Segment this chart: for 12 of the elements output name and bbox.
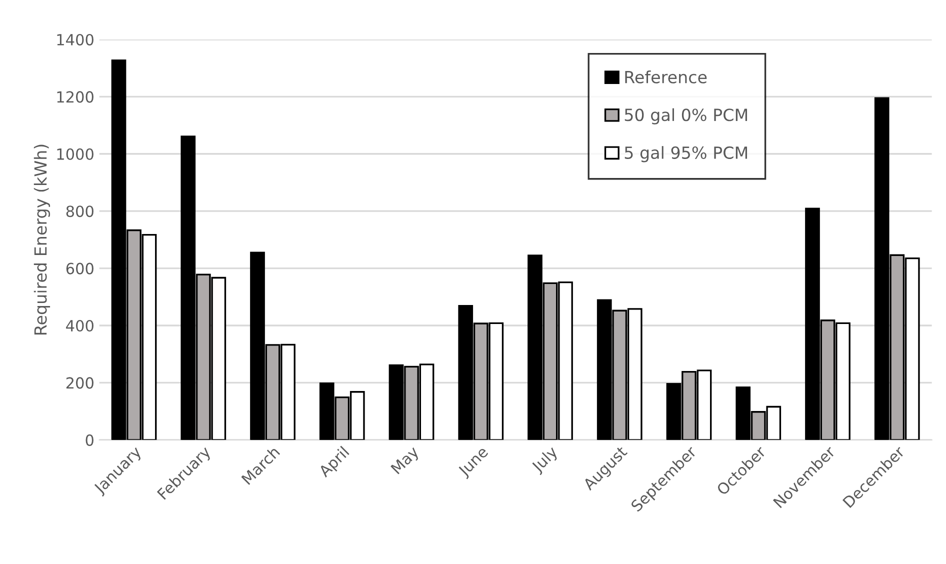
y-tick-label: 1200: [57, 91, 94, 103]
y-tick-label: 600: [66, 262, 94, 274]
legend-label: 50 gal 0% PCM: [624, 108, 748, 124]
legend-label: 5 gal 95% PCM: [624, 146, 748, 162]
y-tick-label: 1000: [57, 148, 94, 160]
y-tick-label: 400: [66, 320, 94, 332]
y-tick-label: 200: [66, 377, 94, 389]
y-tick-label: 800: [66, 206, 94, 218]
legend-label: Reference: [625, 70, 707, 84]
y-tick-label: 0: [86, 434, 94, 446]
y-tick-label: 1400: [57, 34, 94, 46]
y-axis-title: Required Energy (kWh): [34, 144, 50, 334]
